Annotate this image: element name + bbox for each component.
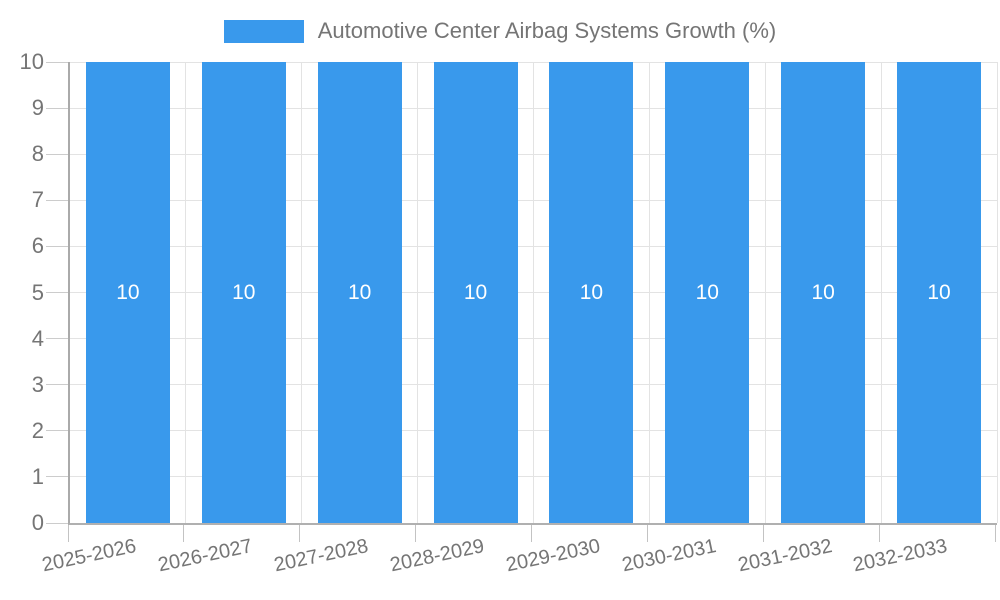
y-axis-tick-label: 8 — [31, 141, 44, 167]
x-gridline — [880, 62, 882, 523]
bar: 10 — [549, 62, 634, 523]
x-axis-tick — [299, 525, 301, 542]
legend-color-swatch-icon — [223, 19, 304, 43]
y-axis-tick — [46, 476, 68, 478]
y-axis-tick — [46, 430, 68, 432]
bar: 10 — [665, 62, 750, 523]
x-axis-tick — [878, 525, 880, 542]
y-axis-tick-label: 9 — [31, 95, 44, 121]
bar: 10 — [433, 62, 518, 523]
bar-value-label: 10 — [116, 280, 140, 304]
x-axis-tick — [183, 525, 185, 542]
x-axis-tick — [994, 525, 996, 542]
x-axis-tick — [646, 525, 648, 542]
y-axis-tick — [46, 61, 68, 63]
bar: 10 — [781, 62, 866, 523]
x-gridline — [417, 62, 419, 523]
bar-value-label: 10 — [232, 280, 256, 304]
x-axis-category-label: 2032-2033 — [851, 535, 950, 577]
x-axis-tick — [415, 525, 417, 542]
x-axis-category-label: 2031-2032 — [735, 535, 834, 577]
y-axis-tick — [46, 522, 68, 524]
y-axis-tick-label: 5 — [31, 279, 44, 305]
x-axis-category-label: 2029-2030 — [503, 535, 603, 577]
x-gridline — [764, 62, 766, 523]
bar-value-label: 10 — [463, 280, 488, 304]
x-gridline — [301, 62, 303, 523]
y-axis-tick-label: 10 — [19, 49, 44, 74]
y-axis-tick — [46, 292, 68, 293]
y-axis-tick — [46, 245, 68, 247]
x-axis-category-label: 2026-2027 — [156, 535, 255, 577]
y-axis-tick-label: 0 — [31, 510, 44, 535]
y-axis-tick-label: 4 — [31, 325, 44, 351]
y-axis-tick — [46, 338, 68, 340]
x-axis-category-label: 2027-2028 — [272, 535, 371, 577]
y-axis-tick — [46, 153, 68, 155]
y-axis-tick-label: 2 — [31, 417, 44, 443]
bar-value-label: 10 — [348, 280, 372, 304]
x-axis-tick — [762, 525, 764, 542]
bar-value-label: 10 — [695, 280, 719, 304]
bar: 10 — [317, 62, 402, 523]
x-gridline — [185, 62, 187, 523]
y-axis-tick — [46, 107, 68, 109]
bar: 10 — [897, 62, 982, 523]
y-axis-tick — [46, 384, 68, 386]
y-axis-tick-label: 1 — [31, 463, 44, 489]
bar-value-label: 10 — [579, 280, 604, 304]
chart-legend: Automotive Center Airbag Systems Growth … — [0, 14, 1000, 48]
x-gridline — [533, 62, 534, 523]
y-axis-tick-label: 7 — [31, 187, 44, 213]
bar-value-label: 10 — [811, 280, 835, 304]
x-gridline — [648, 62, 650, 523]
bar: 10 — [85, 62, 170, 523]
y-axis-tick — [46, 199, 68, 201]
plot-area: 10 10 10 10 10 10 10 10 — [68, 61, 998, 525]
bar-value-label: 10 — [927, 280, 951, 304]
legend-series-label: Automotive Center Airbag Systems Growth … — [317, 18, 777, 43]
x-axis-category-label: 2025-2026 — [40, 535, 139, 577]
x-gridline — [996, 62, 998, 523]
x-axis-tick — [531, 525, 532, 542]
y-axis-tick-label: 6 — [31, 233, 44, 259]
bar: 10 — [201, 62, 286, 523]
x-axis-category-label: 2030-2031 — [619, 535, 718, 577]
x-axis-tick — [67, 525, 69, 542]
x-axis-category-label: 2028-2029 — [387, 535, 487, 577]
y-axis-tick-label: 3 — [31, 371, 44, 397]
